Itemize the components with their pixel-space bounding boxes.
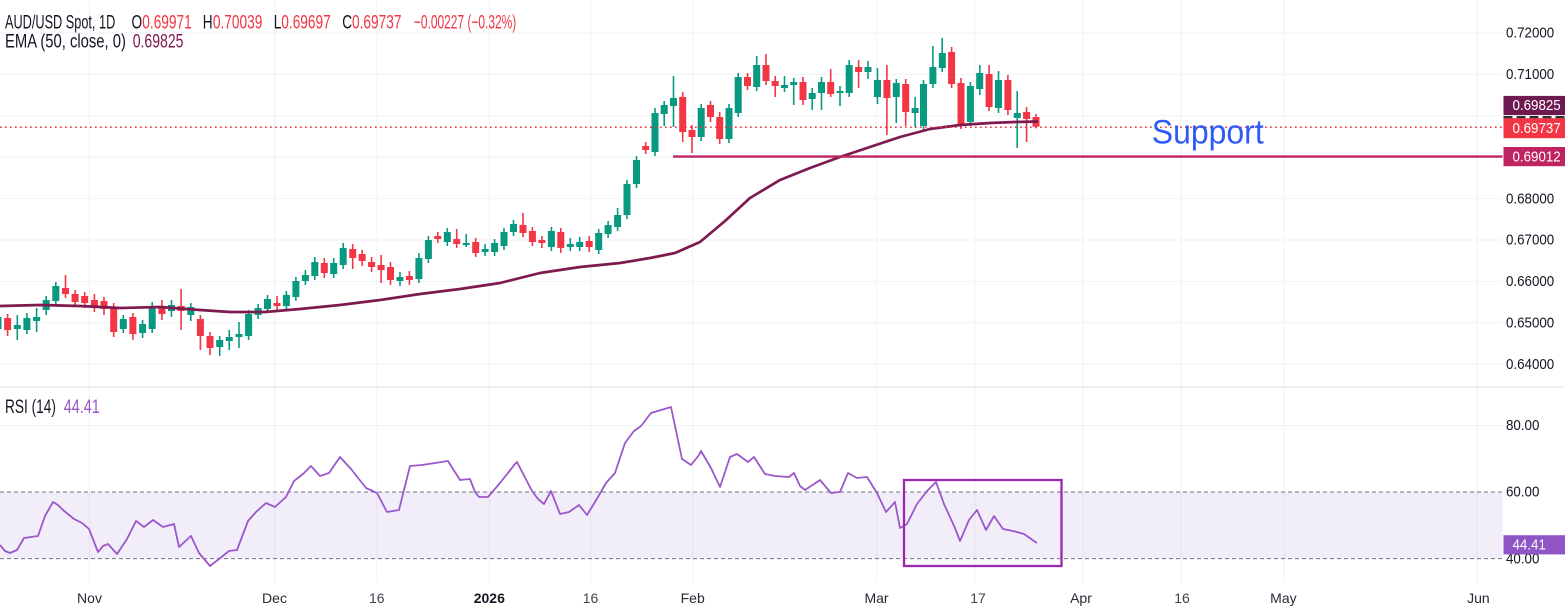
svg-text:Apr: Apr [1070, 590, 1092, 606]
svg-text:Mar: Mar [864, 590, 888, 606]
svg-text:EMA (50, close, 0): EMA (50, close, 0) [5, 31, 126, 52]
svg-text:0.71000: 0.71000 [1506, 66, 1554, 83]
svg-text:Nov: Nov [77, 590, 102, 606]
svg-text:0.70039: 0.70039 [213, 11, 262, 33]
svg-text:0.69737: 0.69737 [1513, 119, 1561, 136]
svg-text:0.72000: 0.72000 [1506, 24, 1554, 41]
svg-text:Dec: Dec [262, 590, 287, 606]
svg-text:H: H [203, 11, 213, 33]
svg-text:Support: Support [1152, 113, 1264, 151]
svg-text:17: 17 [970, 590, 986, 606]
svg-text:16: 16 [369, 590, 385, 606]
svg-text:0.68000: 0.68000 [1506, 190, 1554, 207]
svg-text:0.69737: 0.69737 [352, 11, 401, 33]
svg-text:60.00: 60.00 [1506, 483, 1540, 500]
svg-text:0.69825: 0.69825 [1513, 97, 1561, 114]
svg-text:44.41: 44.41 [1513, 536, 1547, 553]
svg-text:16: 16 [583, 590, 599, 606]
svg-text:RSI (14): RSI (14) [5, 396, 56, 418]
svg-text:Feb: Feb [681, 590, 705, 606]
svg-text:C: C [342, 11, 352, 33]
svg-text:L: L [274, 11, 282, 33]
svg-text:0.65000: 0.65000 [1506, 314, 1554, 331]
svg-text:16: 16 [1174, 590, 1190, 606]
svg-text:0.69012: 0.69012 [1513, 148, 1561, 165]
svg-text:0.69825: 0.69825 [133, 30, 184, 52]
svg-text:0.66000: 0.66000 [1506, 273, 1554, 290]
svg-text:2026: 2026 [474, 590, 505, 606]
svg-text:−0.00227 (−0.32%): −0.00227 (−0.32%) [414, 13, 516, 33]
svg-text:0.69697: 0.69697 [281, 11, 330, 33]
svg-text:May: May [1270, 590, 1296, 606]
svg-text:0.64000: 0.64000 [1506, 355, 1554, 372]
svg-text:0.67000: 0.67000 [1506, 231, 1554, 248]
svg-text:44.41: 44.41 [64, 396, 100, 417]
svg-text:80.00: 80.00 [1506, 417, 1540, 434]
svg-text:Jun: Jun [1467, 590, 1490, 606]
